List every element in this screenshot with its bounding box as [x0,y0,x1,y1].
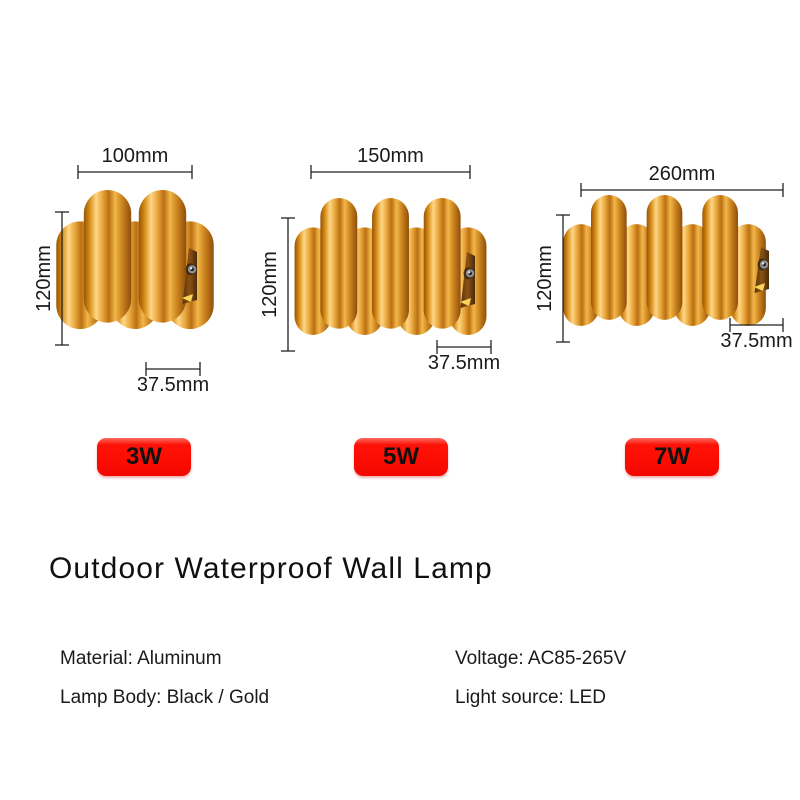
svg-text:260mm: 260mm [649,163,716,185]
svg-text:120mm: 120mm [534,245,556,312]
svg-text:37.5mm: 37.5mm [428,352,500,374]
svg-text:37.5mm: 37.5mm [137,374,209,396]
svg-text:37.5mm: 37.5mm [720,330,792,352]
svg-text:150mm: 150mm [357,145,424,167]
svg-text:120mm: 120mm [33,245,55,312]
svg-text:100mm: 100mm [102,145,169,167]
svg-text:120mm: 120mm [259,251,281,318]
